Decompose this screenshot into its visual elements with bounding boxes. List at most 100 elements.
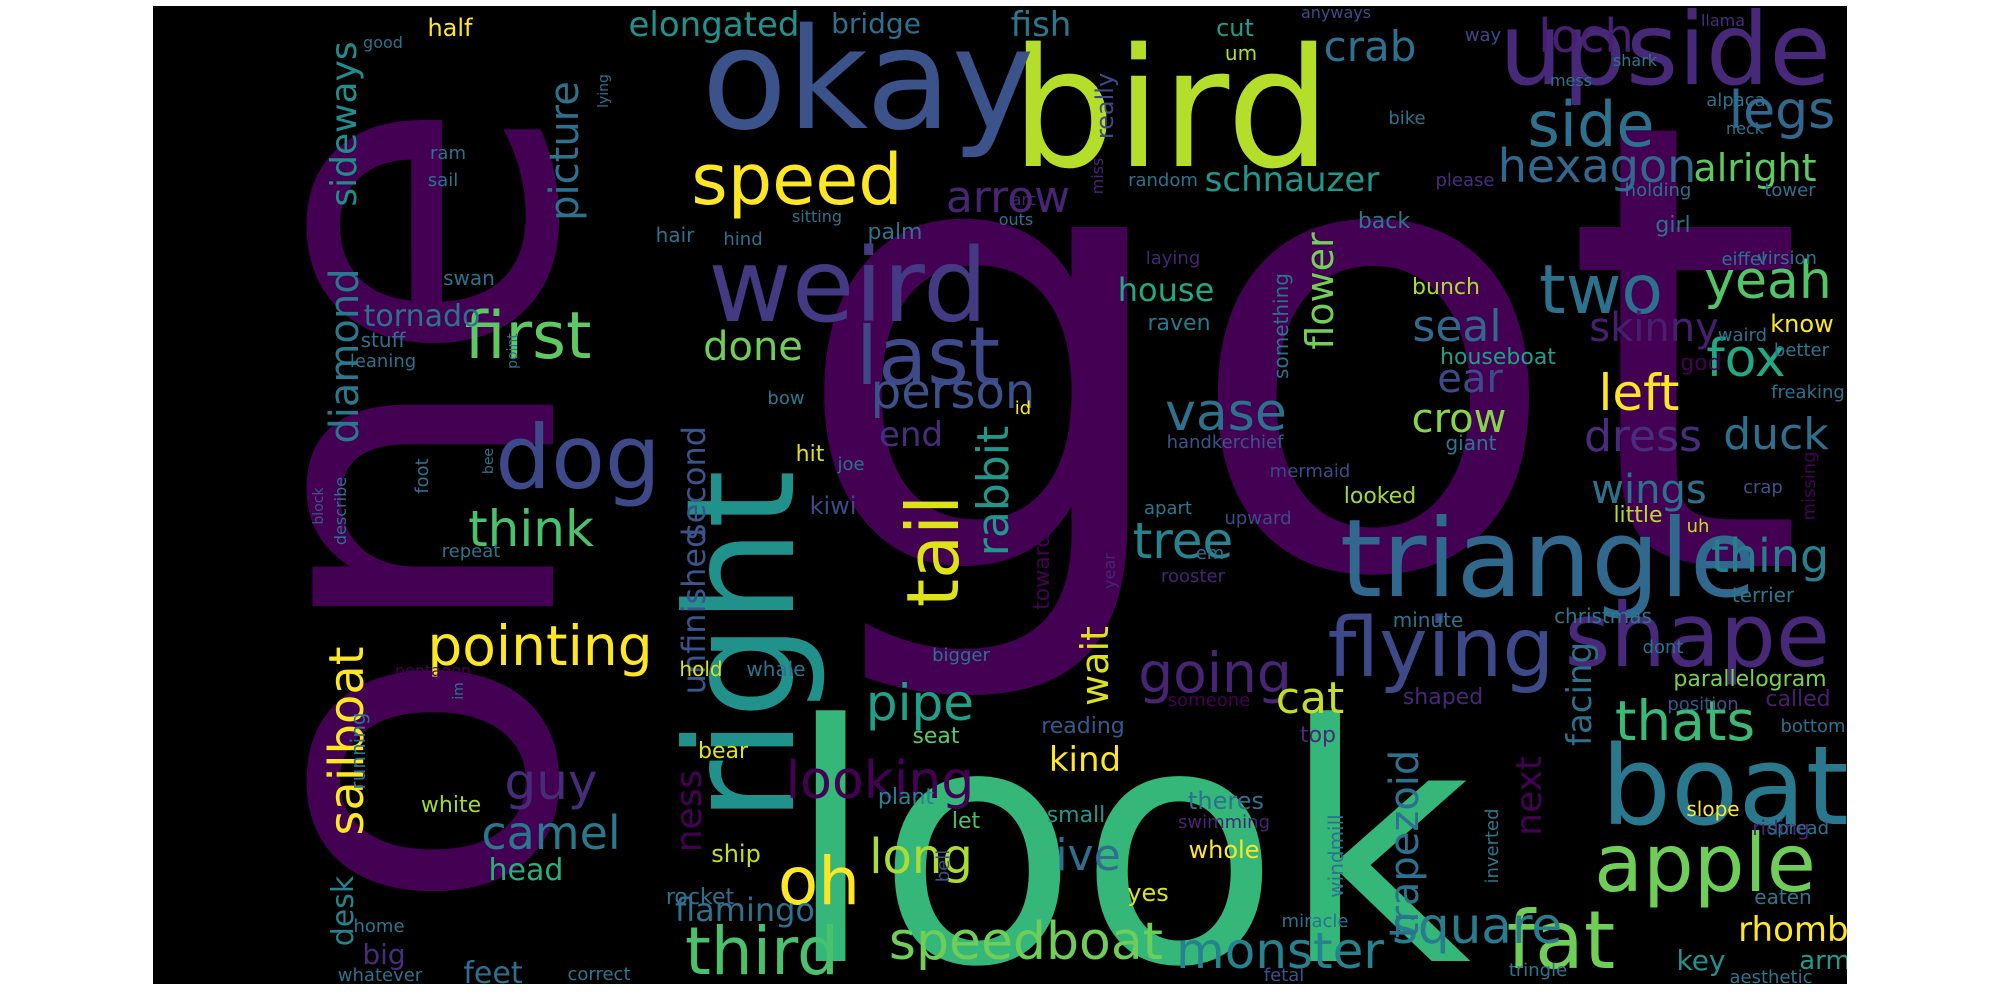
word-fox: fox [1706,329,1785,389]
word-white: white [421,793,481,818]
word-duck: duck [1723,409,1829,460]
word-tornado: ness [669,770,710,852]
word-triangle: triangle [1340,497,1756,622]
word-apart: apart [1144,498,1192,519]
word-key: end [879,415,943,455]
word-loch: loch [1538,9,1633,63]
word-eaten: eaten [1754,885,1811,909]
word-better: better [1774,340,1830,361]
word-sailboat: sailboat [319,646,375,835]
word-ram: ram [430,143,466,164]
word-left: left [1599,364,1680,422]
word-alright: alright [1693,146,1816,190]
word-wait: house [1118,271,1215,309]
word-holding: holding [1625,180,1692,201]
word-arm: flamingo [675,891,815,929]
word-arc: arc [1012,190,1037,209]
word-wings: unfinished [675,528,713,695]
word-hind: hind [723,229,762,250]
word-miracle: miracle [1282,911,1349,932]
word-small: small [1047,803,1106,828]
word-llama: llama [1701,11,1745,30]
word-done: cut [1216,14,1254,42]
word-em: em [1196,543,1225,564]
word-two: two [1539,251,1663,330]
word-anyways: anyways [1301,6,1371,22]
word-repeat: repeat [442,541,501,562]
word-thats: thats [1615,689,1755,753]
word-windmill: windmill [1324,814,1348,897]
word-theres: theres [1188,787,1264,815]
word-elongated: key [1676,944,1725,977]
word-tringle: tringle [1509,960,1567,981]
word-mermaid: mermaid [1270,461,1351,482]
word-oh: oh [778,843,860,920]
word-square: square [1392,897,1562,955]
word-fish: rhombus [1738,910,1847,950]
word-virsion: virsion [1757,248,1817,269]
word-alpaca: alpaca [1706,90,1765,111]
word-girl: girl [1655,213,1690,238]
word-bunch: bunch [1412,275,1480,300]
word-camel: camel [481,806,620,860]
word-dont: dont [1643,637,1684,658]
word-kind: feet [463,956,522,984]
word-speedboat: speedboat [889,912,1163,972]
word-feet: facing [1560,642,1600,746]
word-called: called [1765,687,1830,712]
word-cat: cat [1276,673,1344,724]
word-ness: arrow [946,172,1070,223]
word-aesthetic: aesthetic [1730,967,1813,984]
word-hair: hair [656,223,695,247]
word-tail: tail [891,495,975,607]
word-id: id [1015,398,1031,419]
word-sitting: sitting [792,207,842,226]
word-person: person [871,364,1036,420]
word-random: random [1128,170,1198,191]
word-describe: describe [331,477,350,545]
word-facing: second [675,426,713,540]
word-fetal: fetal [1264,965,1305,984]
word-hexagon: hexagon [1498,139,1697,193]
word-raven: raven [1147,311,1210,336]
word-cloud-panel: got look one right bird okay upside weir… [153,6,1847,984]
word-yeah: yeah [1704,251,1832,311]
word-back: back [1358,209,1411,234]
word-schnauzer: half [427,14,473,42]
word-kiwi: kiwi [810,492,857,520]
word-upside: upside [1499,6,1831,108]
word-shaped: shaped [1403,685,1483,710]
word-someone: someone [1168,690,1251,711]
word-one: one [153,97,657,916]
word-legs: legs [1729,81,1836,141]
word-mess: mess [1550,71,1592,90]
word-towards: towards [1030,522,1055,610]
word-fat: fat [1507,894,1616,984]
word-guy: guy [504,753,597,811]
word-second: done [703,324,803,370]
word-hit: hit [796,442,825,467]
word-riding: riding [1752,816,1809,840]
word-rooster: rooster [1161,566,1226,587]
word-weird: weird [708,227,987,346]
word-really: really [1091,73,1119,139]
word-big: wings [1591,467,1706,513]
word-last: last [856,310,1000,403]
word-parallelogram: parallelogram [1673,667,1826,692]
word-upward: upward [1224,508,1291,529]
word-seal: seal [1412,301,1501,352]
word-ive: ive [1055,830,1120,881]
word-swan: swan [443,266,495,290]
word-laying: laying [1146,248,1201,269]
word-way: way [1465,25,1502,46]
word-okay: okay [702,6,1035,162]
word-leaning: leaning [350,351,416,372]
word-seat: seat [912,724,959,749]
word-tower: tower [1764,180,1816,201]
word-third: third [685,913,839,984]
word-plant: plant [878,785,935,810]
word-bee: bee [481,448,497,474]
word-pipe: pipe [866,674,974,732]
word-dress: dress [1584,411,1702,462]
word-dog: dog [495,406,661,509]
